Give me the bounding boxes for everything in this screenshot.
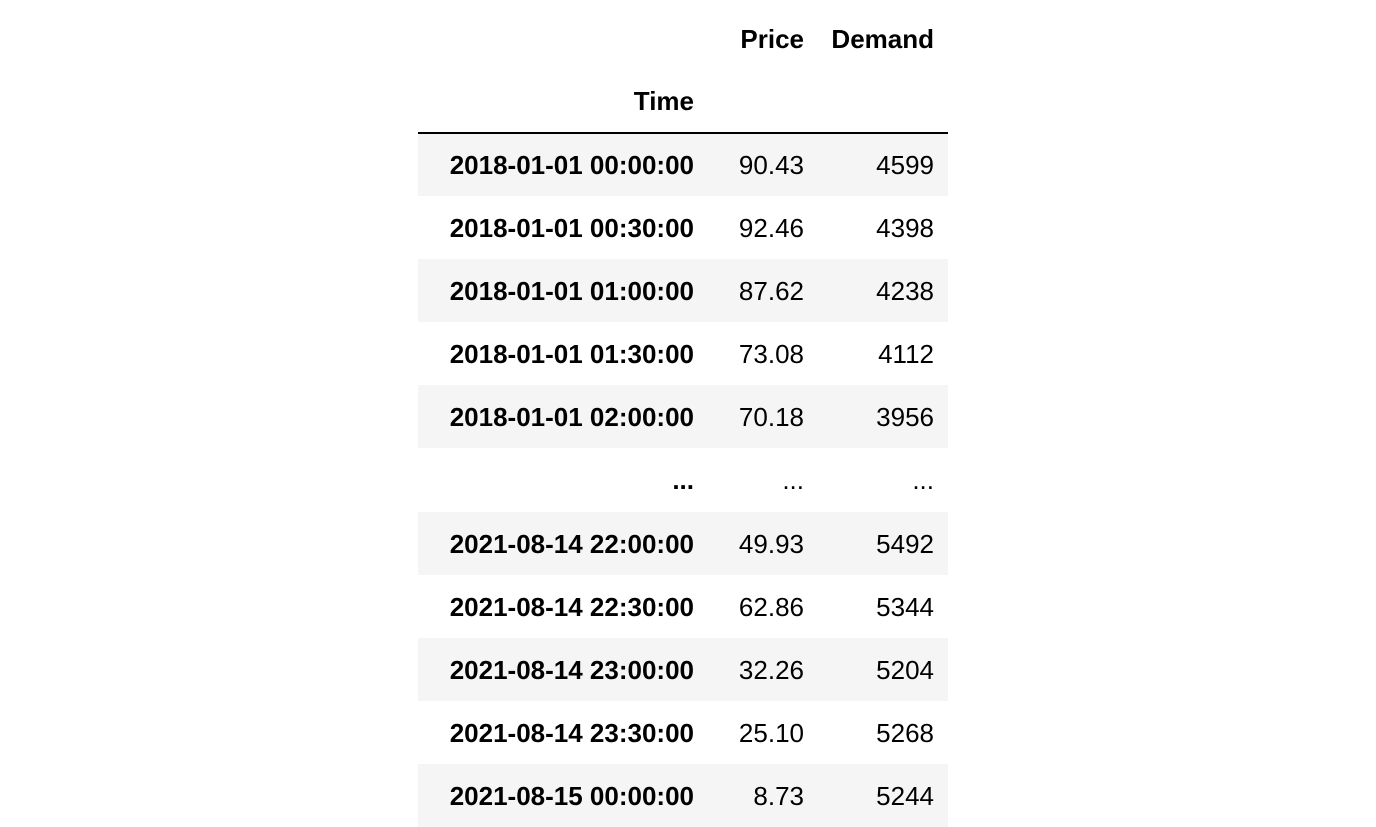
row-index-time: 2018-01-01 01:30:00 [449,338,694,369]
table-row: 2018-01-01 00:30:00 92.46 4398 [418,196,948,259]
cell-demand: 4238 [876,275,934,306]
cell-demand: 4112 [878,338,934,369]
table-body: 2018-01-01 00:00:00 90.43 4599 2018-01-0… [418,133,948,827]
cell-demand: 4599 [876,150,934,180]
cell-demand: 5268 [876,717,934,748]
column-header-row: Price Demand [418,8,948,70]
ellipsis-row: ... ... ... [418,448,948,512]
index-header-blank [418,8,708,70]
table-row: 2018-01-01 02:00:00 70.18 3956 [418,385,948,448]
row-index-time: 2021-08-14 23:00:00 [449,654,694,685]
cell-price: 32.26 [738,654,804,685]
column-header-demand: Demand [831,24,934,54]
cell-demand: 5344 [876,591,934,622]
table-row: 2021-08-14 23:30:00 25.10 5268 [418,701,948,764]
row-index-time: 2018-01-01 02:00:00 [449,401,694,432]
ellipsis-price: ... [782,465,804,495]
row-index-time: 2018-01-01 00:30:00 [449,212,694,243]
dataframe-output: Price Demand Time 2018-01-01 00:00:00 90… [418,8,948,827]
column-header-price: Price [740,24,804,54]
table-row: 2018-01-01 01:00:00 87.62 4238 [418,259,948,322]
cell-demand: 3956 [876,401,934,432]
cell-demand: 5204 [876,654,934,685]
row-index-time: 2021-08-14 22:00:00 [449,528,694,559]
row-index-time: 2018-01-01 01:00:00 [449,275,694,306]
index-name-row: Time [418,70,948,134]
table-row: 2021-08-14 23:00:00 32.26 5204 [418,638,948,701]
cell-demand: 5244 [876,780,934,811]
cell-price: 90.43 [738,150,804,180]
cell-price: 70.18 [738,401,804,432]
row-index-time: 2018-01-01 00:00:00 [449,150,694,180]
table-row: 2021-08-14 22:00:00 49.93 5492 [418,512,948,575]
cell-price: 25.10 [738,717,804,748]
cell-price: 92.46 [738,212,804,243]
cell-price: 73.08 [738,338,804,369]
cell-price: 49.93 [738,528,804,559]
cell-price: 8.73 [753,780,804,811]
cell-demand: 5492 [876,528,934,559]
dataframe-table: Price Demand Time 2018-01-01 00:00:00 90… [418,8,948,827]
index-name-blank-demand [818,70,948,134]
cell-price: 87.62 [738,275,804,306]
cell-price: 62.86 [738,591,804,622]
index-name-blank-price [708,70,818,134]
row-index-time: 2021-08-14 23:30:00 [449,717,694,748]
table-row: 2021-08-14 22:30:00 62.86 5344 [418,575,948,638]
table-header: Price Demand Time [418,8,948,134]
table-row: 2018-01-01 00:00:00 90.43 4599 [418,133,948,196]
ellipsis-demand: ... [912,465,934,495]
index-name-time: Time [418,70,708,134]
row-index-time: 2021-08-14 22:30:00 [449,591,694,622]
cell-demand: 4398 [876,212,934,243]
table-row: 2021-08-15 00:00:00 8.73 5244 [418,764,948,827]
ellipsis-index: ... [672,465,694,495]
row-index-time: 2021-08-15 00:00:00 [449,780,694,811]
table-row: 2018-01-01 01:30:00 73.08 4112 [418,322,948,385]
